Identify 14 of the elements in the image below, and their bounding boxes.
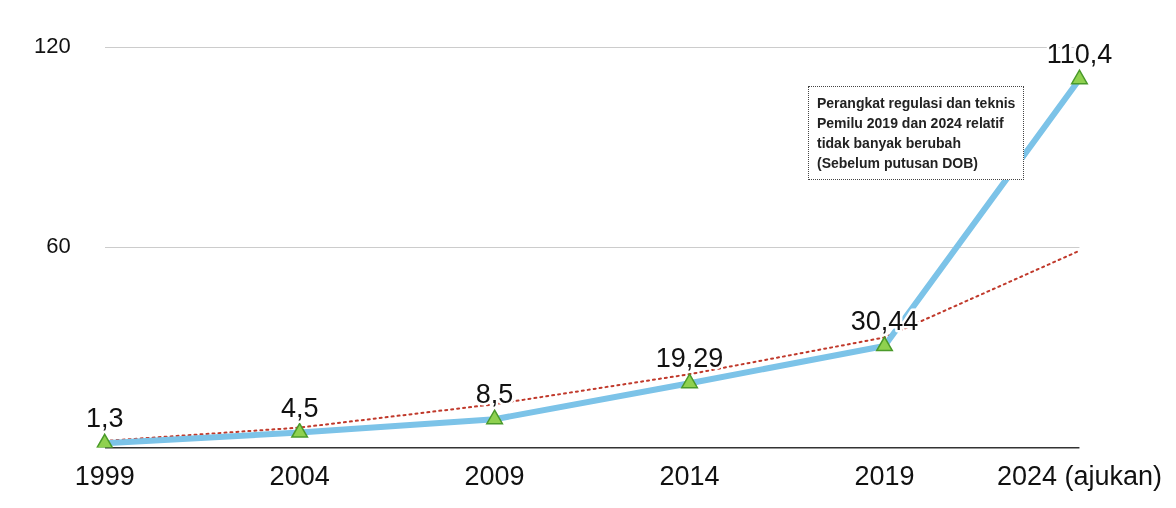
x-tick-label: 2014 — [659, 461, 720, 492]
x-tick-label: 2024 (ajukan) — [996, 461, 1163, 492]
y-tick-label: 60 — [46, 233, 71, 259]
data-label: 4,5 — [280, 392, 319, 423]
data-label: 110,4 — [1046, 39, 1113, 70]
data-label: 8,5 — [475, 379, 514, 410]
x-tick-label: 1999 — [74, 461, 135, 492]
x-tick-label: 2004 — [269, 461, 330, 492]
x-tick-label: 2019 — [854, 461, 915, 492]
data-label: 19,29 — [655, 343, 724, 374]
x-tick-label: 2009 — [464, 461, 525, 492]
annotation: Perangkat regulasi dan teknis Pemilu 2019 dan 2024 relatif tidak banyak berubah (Sebelum putusan DOB) — [808, 86, 1025, 180]
data-label: 1,3 — [85, 403, 124, 434]
y-tick-label: 120 — [33, 33, 71, 59]
